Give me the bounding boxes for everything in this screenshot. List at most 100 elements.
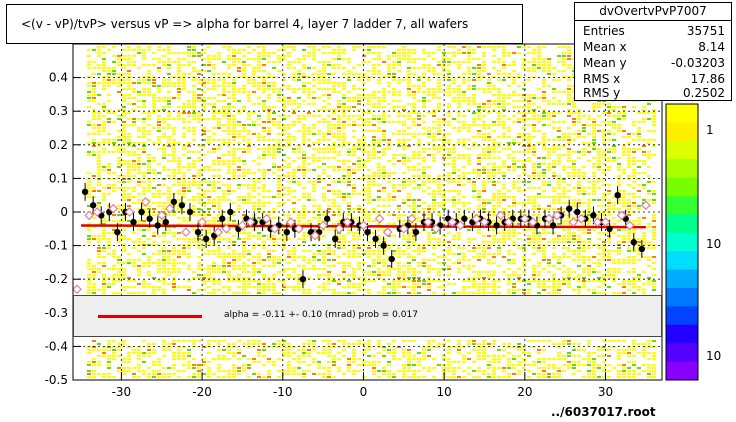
heat-cell [447, 154, 451, 156]
heat-cell [187, 364, 191, 366]
heat-cell [432, 145, 436, 147]
heat-cell [237, 286, 241, 288]
heat-cell [172, 286, 176, 288]
heat-cell [347, 172, 351, 174]
heat-cell [327, 271, 331, 273]
heat-cell [332, 88, 336, 90]
heat-cell [452, 88, 456, 90]
heat-cell [282, 115, 286, 117]
heat-cell [537, 238, 541, 240]
heat-cell [447, 112, 451, 114]
heat-cell [262, 286, 266, 288]
heat-cell [287, 370, 291, 372]
heat-cell [167, 232, 171, 234]
heat-cell [512, 76, 516, 78]
heat-cell [202, 178, 206, 180]
heat-cell [372, 244, 376, 246]
heat-cell [452, 160, 456, 162]
heat-cell [237, 49, 241, 51]
heat-cell [372, 103, 376, 105]
heat-cell [427, 370, 431, 372]
heat-cell [462, 142, 466, 144]
heat-cell [362, 190, 366, 192]
heat-cell [477, 136, 481, 138]
heat-cell [507, 145, 511, 147]
heat-cell [132, 376, 136, 378]
heat-cell [352, 88, 356, 90]
heat-cell [312, 190, 316, 192]
heat-cell [177, 160, 181, 162]
heat-cell [477, 106, 481, 108]
heat-cell [317, 217, 321, 219]
heat-cell [532, 247, 536, 249]
heat-cell [307, 349, 311, 351]
heat-cell [312, 265, 316, 267]
heat-cell [362, 136, 366, 138]
heat-cell [142, 280, 146, 282]
heat-cell [457, 343, 461, 345]
heat-cell [537, 121, 541, 123]
heat-cell [507, 136, 511, 138]
heat-cell [217, 355, 221, 357]
heat-cell [322, 289, 326, 291]
heat-cell [392, 109, 396, 111]
heat-cell [97, 262, 101, 264]
heat-cell [112, 145, 116, 147]
heat-cell [222, 112, 226, 114]
heat-cell [442, 136, 446, 138]
heat-cell [387, 376, 391, 378]
heat-cell [522, 136, 526, 138]
heat-cell [102, 250, 106, 252]
heat-cell [162, 289, 166, 291]
heat-cell [422, 160, 426, 162]
heat-cell [387, 121, 391, 123]
heat-cell [457, 217, 461, 219]
heat-cell [307, 115, 311, 117]
heat-cell [102, 151, 106, 153]
heat-cell [262, 46, 266, 48]
heat-cell [232, 58, 236, 60]
heat-cell [432, 52, 436, 54]
heat-cell [322, 136, 326, 138]
heat-cell [177, 370, 181, 372]
heat-cell [472, 292, 476, 294]
heat-cell [477, 175, 481, 177]
heat-cell [497, 94, 501, 96]
heat-cell [447, 106, 451, 108]
heat-cell [287, 103, 291, 105]
heat-cell [242, 229, 246, 231]
heat-cell [87, 262, 91, 264]
heat-cell [102, 238, 106, 240]
heat-cell [542, 46, 546, 48]
heat-cell [467, 154, 471, 156]
heat-cell [382, 91, 386, 93]
heat-cell [432, 193, 436, 195]
heat-cell [527, 112, 531, 114]
heat-cell [147, 256, 151, 258]
heat-cell [467, 160, 471, 162]
heat-cell [407, 238, 411, 240]
heat-cell [377, 253, 381, 255]
heat-cell [482, 343, 486, 345]
heat-cell [352, 187, 356, 189]
heat-cell [217, 58, 221, 60]
heat-cell [442, 202, 446, 204]
heat-cell [157, 376, 161, 378]
heat-cell [517, 361, 521, 363]
heat-cell [327, 124, 331, 126]
heat-cell [362, 376, 366, 378]
heat-cell [447, 94, 451, 96]
heat-cell [182, 127, 186, 129]
heat-cell [257, 199, 261, 201]
heat-cell [547, 358, 551, 360]
heat-cell [297, 88, 301, 90]
heat-cell [552, 172, 556, 174]
heat-cell [117, 292, 121, 294]
heat-cell [347, 208, 351, 210]
heat-cell [522, 346, 526, 348]
heat-cell [497, 79, 501, 81]
heat-cell [517, 280, 521, 282]
heat-cell [252, 82, 256, 84]
heat-cell [172, 85, 176, 87]
heat-cell [102, 226, 106, 228]
